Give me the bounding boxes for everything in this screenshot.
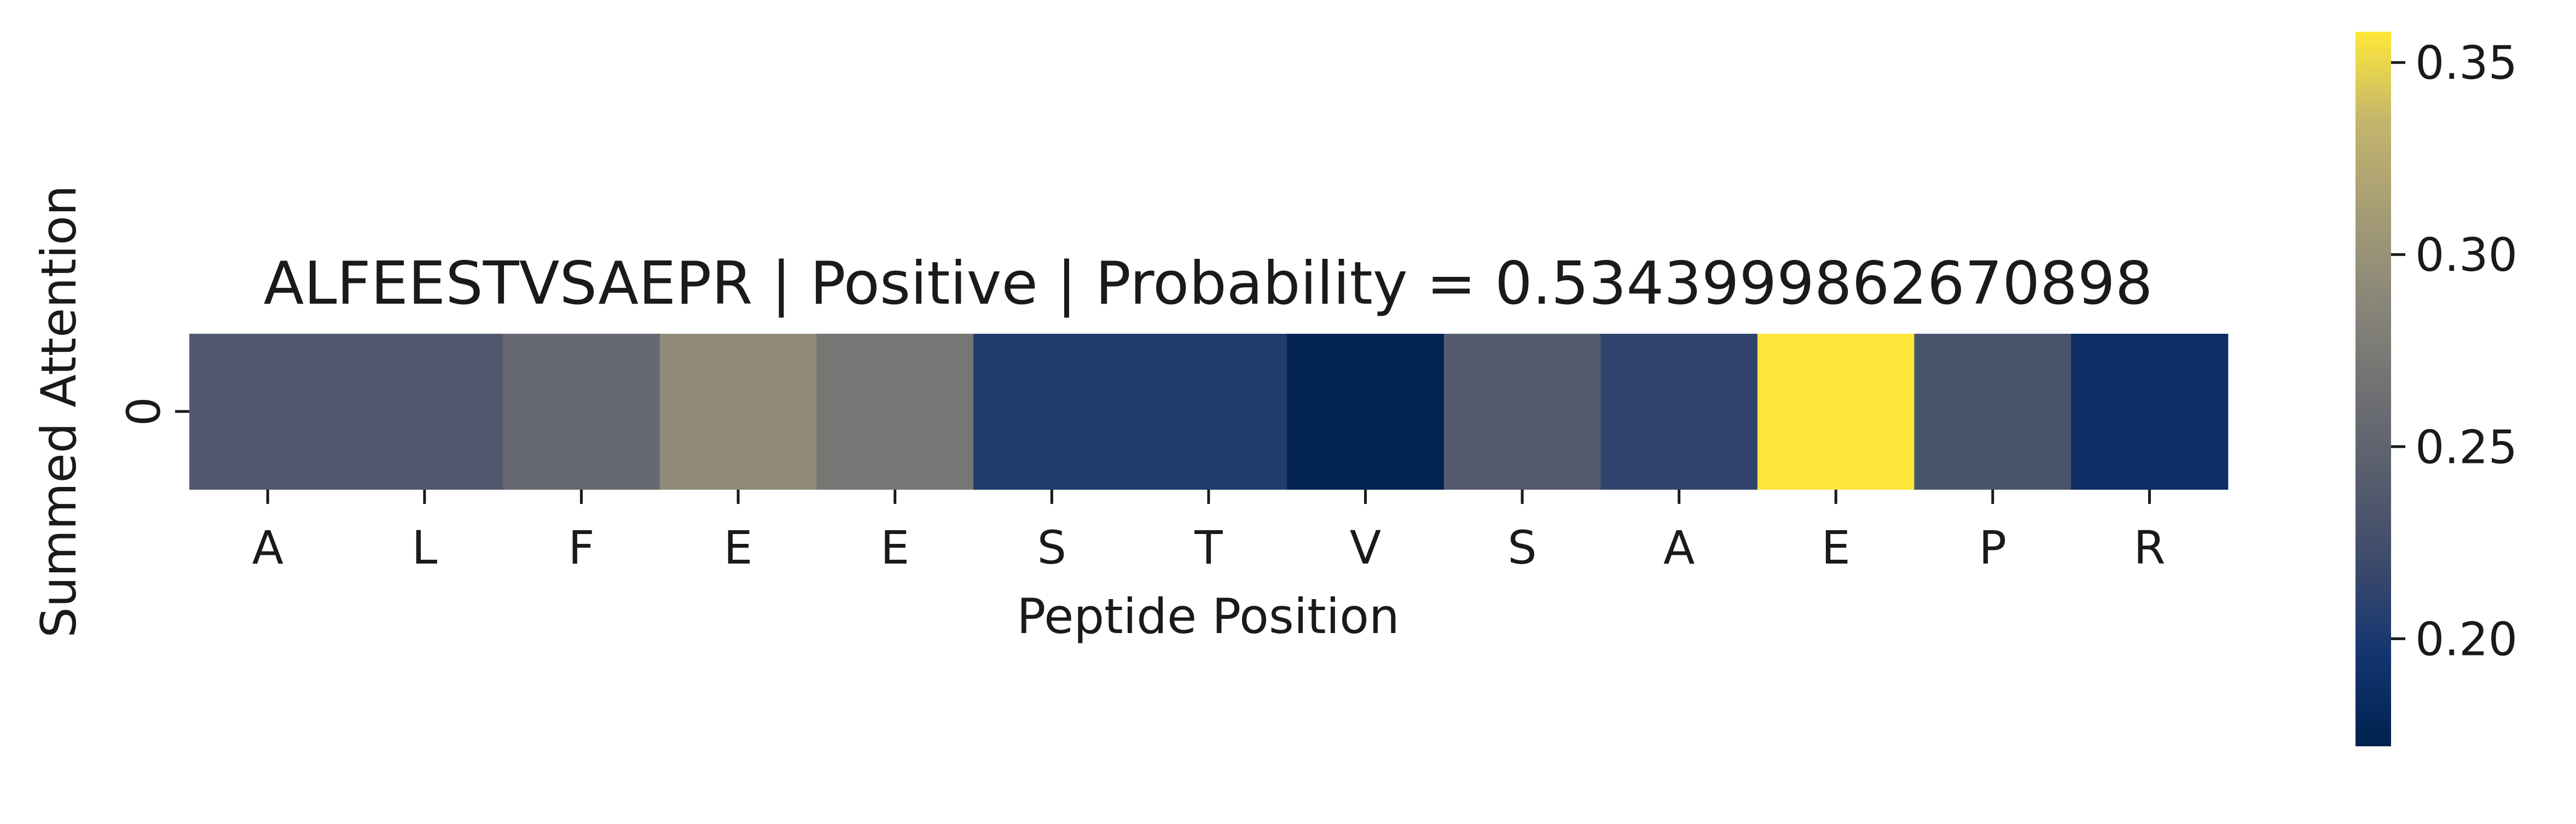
- heatmap-cell-4: [816, 334, 974, 490]
- x-tick-label-11: P: [1979, 521, 2007, 575]
- heatmap-cell-3: [659, 334, 817, 490]
- heatmap-cell-8: [1443, 334, 1601, 490]
- x-tick-label-3: E: [724, 521, 753, 575]
- x-tick-label-4: E: [880, 521, 909, 575]
- x-tick-label-1: L: [411, 521, 437, 575]
- colorbar-ticks: 0.20 0.25 0.30 0.35: [2391, 36, 2517, 666]
- colorbar: 0.20 0.25 0.30 0.35: [2355, 32, 2517, 746]
- heatmap-cell-5: [973, 334, 1131, 490]
- x-tick-label-10: E: [1821, 521, 1850, 575]
- heatmap-cells: [189, 334, 2229, 490]
- x-tick-label-9: A: [1663, 521, 1695, 575]
- x-tick-label-6: T: [1194, 521, 1223, 575]
- y-axis-label: Summed Attention: [31, 185, 87, 637]
- heatmap-cell-11: [1914, 334, 2072, 490]
- heatmap-cell-0: [189, 334, 347, 490]
- heatmap-cell-2: [503, 334, 660, 490]
- x-tick-label-7: V: [1350, 521, 1381, 575]
- x-tick-label-8: S: [1507, 521, 1536, 575]
- colorbar-tick-label-1: 0.25: [2415, 420, 2517, 474]
- x-tick-label-12: R: [2133, 521, 2165, 575]
- heatmap-cell-7: [1287, 334, 1444, 490]
- colorbar-gradient: [2355, 32, 2391, 746]
- heatmap-cell-10: [1757, 334, 1915, 490]
- heatmap-cell-1: [346, 334, 503, 490]
- y-tick-label-0: 0: [117, 397, 171, 426]
- colorbar-tick-label-0: 0.20: [2415, 612, 2517, 666]
- heatmap-cell-6: [1130, 334, 1287, 490]
- y-axis: 0: [117, 397, 189, 426]
- colorbar-tick-label-2: 0.30: [2415, 228, 2517, 282]
- heatmap-cell-9: [1600, 334, 1758, 490]
- x-tick-label-2: F: [568, 521, 594, 575]
- heatmap-cell-12: [2071, 334, 2229, 490]
- colorbar-tick-label-3: 0.35: [2415, 36, 2517, 90]
- x-tick-label-0: A: [252, 521, 283, 575]
- x-tick-label-5: S: [1037, 521, 1066, 575]
- chart-title: ALFEESTVSAEPR | Positive | Probability =…: [264, 249, 2153, 318]
- x-axis-label: Peptide Position: [1017, 588, 1400, 645]
